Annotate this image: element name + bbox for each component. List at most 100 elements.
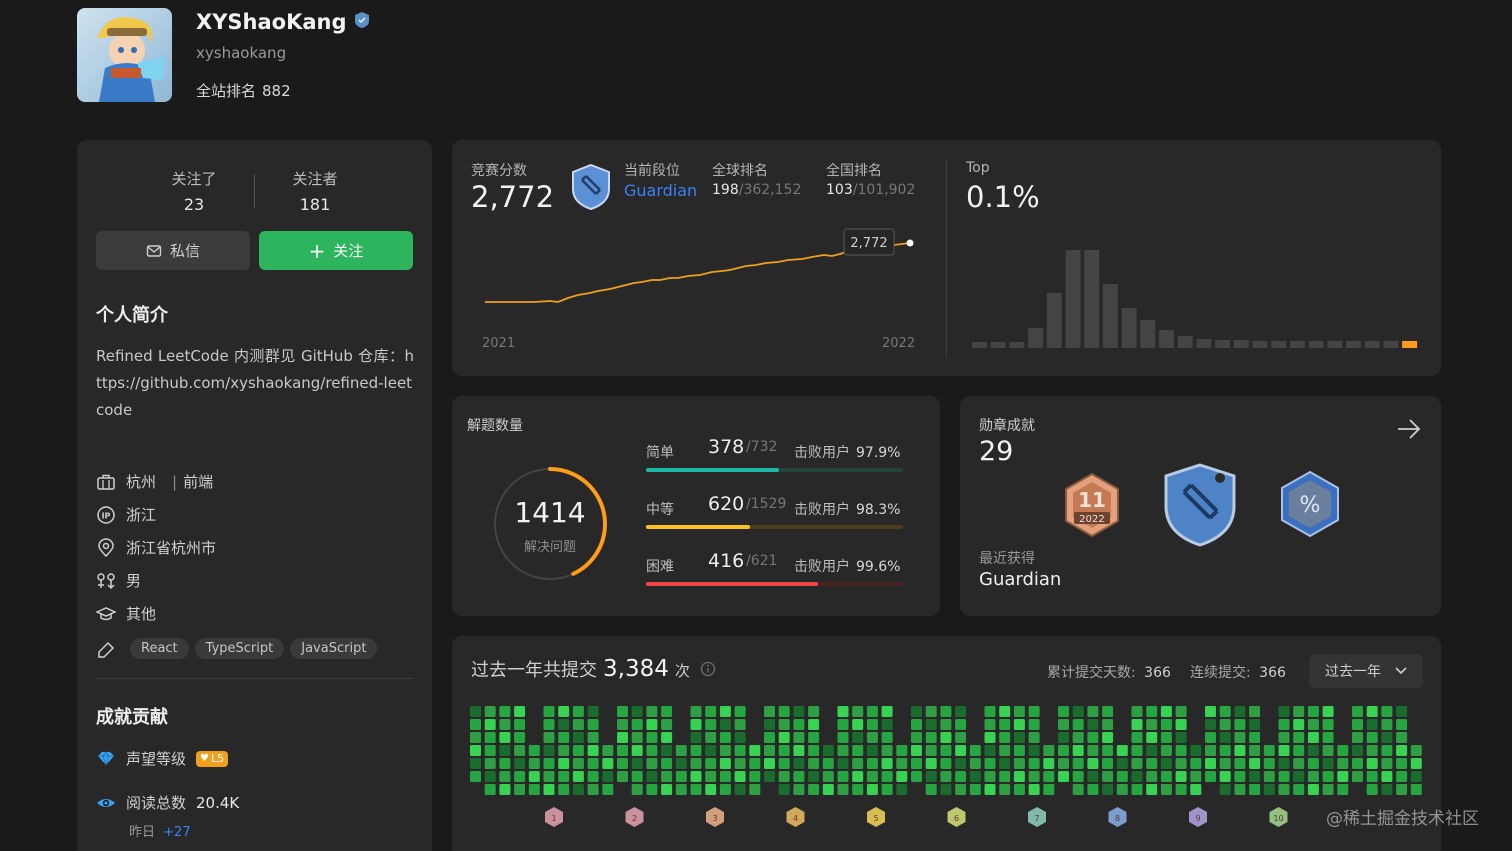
heatmap-cell[interactable] bbox=[911, 732, 922, 743]
heatmap-cell[interactable] bbox=[1013, 771, 1025, 782]
heatmap-cell[interactable] bbox=[955, 719, 967, 730]
heatmap-cell[interactable] bbox=[778, 719, 790, 730]
heatmap-cell[interactable] bbox=[1043, 771, 1055, 782]
heatmap-cell[interactable] bbox=[661, 706, 673, 717]
heatmap-cell[interactable] bbox=[675, 771, 687, 782]
guardian-badge-large-icon[interactable] bbox=[1160, 462, 1240, 548]
heatmap-cell[interactable] bbox=[1072, 771, 1084, 782]
heatmap-cell[interactable] bbox=[1013, 758, 1025, 769]
heatmap-cell[interactable] bbox=[764, 732, 775, 743]
heatmap-cell[interactable] bbox=[1278, 758, 1290, 769]
heatmap-cell[interactable] bbox=[925, 784, 937, 795]
heatmap-cell[interactable] bbox=[1058, 758, 1069, 769]
heatmap-cell[interactable] bbox=[617, 745, 628, 756]
heatmap-cell[interactable] bbox=[955, 745, 967, 756]
heatmap-cell[interactable] bbox=[911, 719, 922, 730]
heatmap-cell[interactable] bbox=[1087, 706, 1099, 717]
heatmap-cell[interactable] bbox=[499, 732, 511, 743]
heatmap-cell[interactable] bbox=[1381, 758, 1393, 769]
heatmap-cell[interactable] bbox=[1205, 732, 1216, 743]
heatmap-cell[interactable] bbox=[925, 732, 937, 743]
heatmap-cell[interactable] bbox=[1043, 745, 1055, 756]
heatmap-cell[interactable] bbox=[1381, 771, 1393, 782]
heatmap-cell[interactable] bbox=[1146, 732, 1158, 743]
heatmap-cell[interactable] bbox=[925, 706, 937, 717]
annual-badge-icon[interactable]: 11 2022 bbox=[1062, 472, 1122, 538]
distribution-bar[interactable] bbox=[1252, 341, 1268, 348]
distribution-bar[interactable] bbox=[1308, 341, 1324, 348]
heatmap-cell[interactable] bbox=[734, 745, 746, 756]
heatmap-cell[interactable] bbox=[1190, 771, 1202, 782]
heatmap-cell[interactable] bbox=[940, 784, 952, 795]
heatmap-cell[interactable] bbox=[1058, 732, 1069, 743]
heatmap-cell[interactable] bbox=[852, 771, 864, 782]
heatmap-cell[interactable] bbox=[808, 745, 820, 756]
heatmap-cell[interactable] bbox=[631, 758, 643, 769]
distribution-bar[interactable] bbox=[1046, 293, 1062, 348]
heatmap-cell[interactable] bbox=[999, 758, 1011, 769]
heatmap-cell[interactable] bbox=[822, 784, 834, 795]
heatmap-cell[interactable] bbox=[1381, 706, 1393, 717]
heatmap-cell[interactable] bbox=[749, 758, 761, 769]
heatmap-cell[interactable] bbox=[866, 784, 878, 795]
heatmap-cell[interactable] bbox=[1366, 771, 1378, 782]
heatmap-cell[interactable] bbox=[1160, 771, 1172, 782]
level-value[interactable]: Guardian bbox=[624, 181, 698, 200]
heatmap-cell[interactable] bbox=[999, 745, 1011, 756]
heatmap-cell[interactable] bbox=[690, 784, 702, 795]
heatmap-cell[interactable] bbox=[984, 719, 996, 730]
heatmap-cell[interactable] bbox=[558, 732, 570, 743]
heatmap-cell[interactable] bbox=[572, 745, 584, 756]
heatmap-cell[interactable] bbox=[1013, 719, 1025, 730]
monthly-badge-icon[interactable]: 5 bbox=[867, 807, 885, 827]
heatmap-cell[interactable] bbox=[1381, 732, 1393, 743]
heatmap-cell[interactable] bbox=[881, 758, 893, 769]
heatmap-cell[interactable] bbox=[793, 732, 805, 743]
heatmap-cell[interactable] bbox=[969, 745, 981, 756]
heatmap-cell[interactable] bbox=[1278, 771, 1290, 782]
heatmap-cell[interactable] bbox=[808, 758, 820, 769]
heatmap-cell[interactable] bbox=[1131, 732, 1143, 743]
heatmap-cell[interactable] bbox=[1307, 745, 1319, 756]
heatmap-cell[interactable] bbox=[778, 771, 790, 782]
heatmap-cell[interactable] bbox=[705, 745, 717, 756]
heatmap-cell[interactable] bbox=[1072, 758, 1084, 769]
heatmap-cell[interactable] bbox=[1307, 719, 1319, 730]
heatmap-cell[interactable] bbox=[778, 745, 790, 756]
heatmap-cell[interactable] bbox=[999, 706, 1011, 717]
heatmap-cell[interactable] bbox=[1249, 706, 1261, 717]
heatmap-cell[interactable] bbox=[837, 719, 849, 730]
heatmap-cell[interactable] bbox=[528, 784, 540, 795]
heatmap-cell[interactable] bbox=[852, 719, 864, 730]
heatmap-cell[interactable] bbox=[1102, 784, 1114, 795]
heatmap-cell[interactable] bbox=[866, 771, 878, 782]
heatmap-cell[interactable] bbox=[1102, 719, 1114, 730]
distribution-bar[interactable] bbox=[1065, 250, 1081, 348]
heatmap-cell[interactable] bbox=[543, 706, 555, 717]
percentage-badge-icon[interactable]: % bbox=[1278, 470, 1342, 538]
heatmap-cell[interactable] bbox=[1234, 745, 1246, 756]
distribution-bar[interactable] bbox=[1159, 330, 1174, 348]
heatmap-cell[interactable] bbox=[955, 732, 967, 743]
heatmap-cell[interactable] bbox=[675, 758, 687, 769]
heatmap-cell[interactable] bbox=[881, 784, 893, 795]
heatmap-cell[interactable] bbox=[1249, 732, 1261, 743]
heatmap-cell[interactable] bbox=[1072, 745, 1084, 756]
heatmap-cell[interactable] bbox=[1322, 758, 1334, 769]
heatmap-cell[interactable] bbox=[1396, 706, 1408, 717]
heatmap-cell[interactable] bbox=[896, 784, 908, 795]
heatmap-cell[interactable] bbox=[822, 745, 834, 756]
heatmap-cell[interactable] bbox=[617, 706, 628, 717]
heatmap-cell[interactable] bbox=[881, 719, 893, 730]
heatmap-cell[interactable] bbox=[558, 706, 570, 717]
heatmap-cell[interactable] bbox=[1307, 758, 1319, 769]
heatmap-cell[interactable] bbox=[1396, 771, 1408, 782]
heatmap-cell[interactable] bbox=[1381, 784, 1393, 795]
heatmap-cell[interactable] bbox=[808, 771, 820, 782]
heatmap-cell[interactable] bbox=[1102, 732, 1114, 743]
heatmap-cell[interactable] bbox=[587, 758, 599, 769]
heatmap-cell[interactable] bbox=[808, 706, 820, 717]
heatmap-cell[interactable] bbox=[514, 771, 526, 782]
heatmap-cell[interactable] bbox=[1087, 784, 1099, 795]
heatmap-cell[interactable] bbox=[514, 758, 526, 769]
